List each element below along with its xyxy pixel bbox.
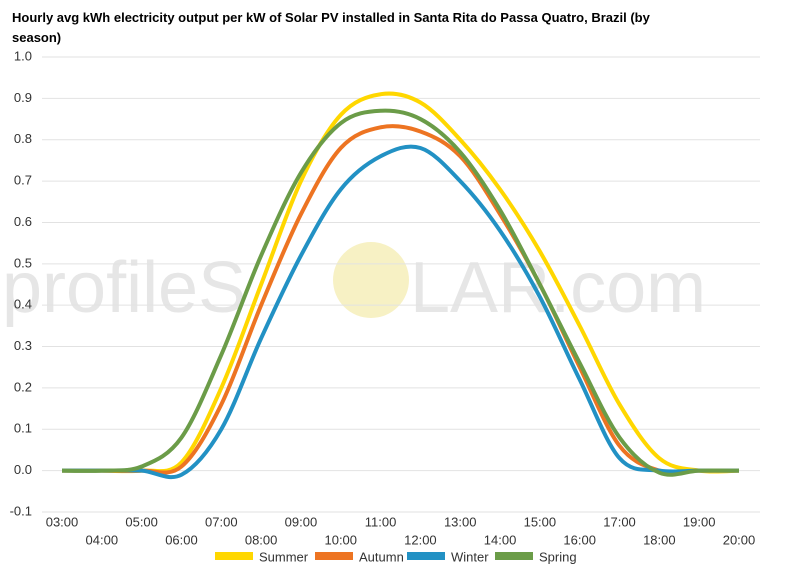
series-line [61, 108, 740, 477]
y-tick-label: 0.2 [14, 379, 32, 394]
chart-title: season) [12, 30, 61, 45]
series-line [61, 124, 739, 475]
y-tick-label: 1.0 [14, 48, 32, 63]
x-tick-label: 14:00 [484, 532, 517, 547]
y-tick-label: 0.8 [14, 131, 32, 146]
y-tick-label: 0.3 [14, 338, 32, 353]
y-tick-label: 0.6 [14, 214, 32, 229]
legend-swatch [315, 552, 353, 560]
x-tick-label: 16:00 [563, 532, 596, 547]
legend-label: Winter [451, 549, 489, 564]
series-line [61, 91, 740, 474]
y-tick-label: -0.1 [10, 503, 32, 518]
x-tick-label: 08:00 [245, 532, 278, 547]
x-tick-label: 04:00 [86, 532, 119, 547]
x-tick-label: 19:00 [683, 514, 716, 529]
legend-swatch [407, 552, 445, 560]
legend-swatch [495, 552, 533, 560]
legend-swatch [215, 552, 253, 560]
legend-label: Autumn [359, 549, 404, 564]
x-tick-label: 06:00 [165, 532, 198, 547]
x-tick-label: 03:00 [46, 514, 79, 529]
x-tick-label: 05:00 [125, 514, 158, 529]
chart-title: Hourly avg kWh electricity output per kW… [12, 10, 651, 25]
x-tick-label: 10:00 [324, 532, 357, 547]
y-tick-label: 0.0 [14, 462, 32, 477]
x-tick-label: 20:00 [723, 532, 756, 547]
x-tick-label: 17:00 [603, 514, 636, 529]
legend-label: Spring [539, 549, 577, 564]
x-tick-label: 12:00 [404, 532, 437, 547]
x-tick-label: 11:00 [365, 514, 397, 529]
x-tick-label: 18:00 [643, 532, 676, 547]
x-tick-label: 09:00 [285, 514, 318, 529]
y-tick-label: 0.1 [14, 421, 32, 436]
y-tick-label: 0.5 [14, 255, 32, 270]
legend-label: Summer [259, 549, 309, 564]
x-tick-label: 13:00 [444, 514, 477, 529]
y-tick-label: 0.7 [14, 173, 32, 188]
x-tick-label: 15:00 [524, 514, 557, 529]
x-tick-label: 07:00 [205, 514, 238, 529]
y-tick-label: 0.4 [14, 297, 32, 312]
y-tick-label: 0.9 [14, 90, 32, 105]
watermark: profileS [2, 248, 246, 328]
watermark-sun [333, 242, 409, 318]
series-line [61, 144, 739, 480]
